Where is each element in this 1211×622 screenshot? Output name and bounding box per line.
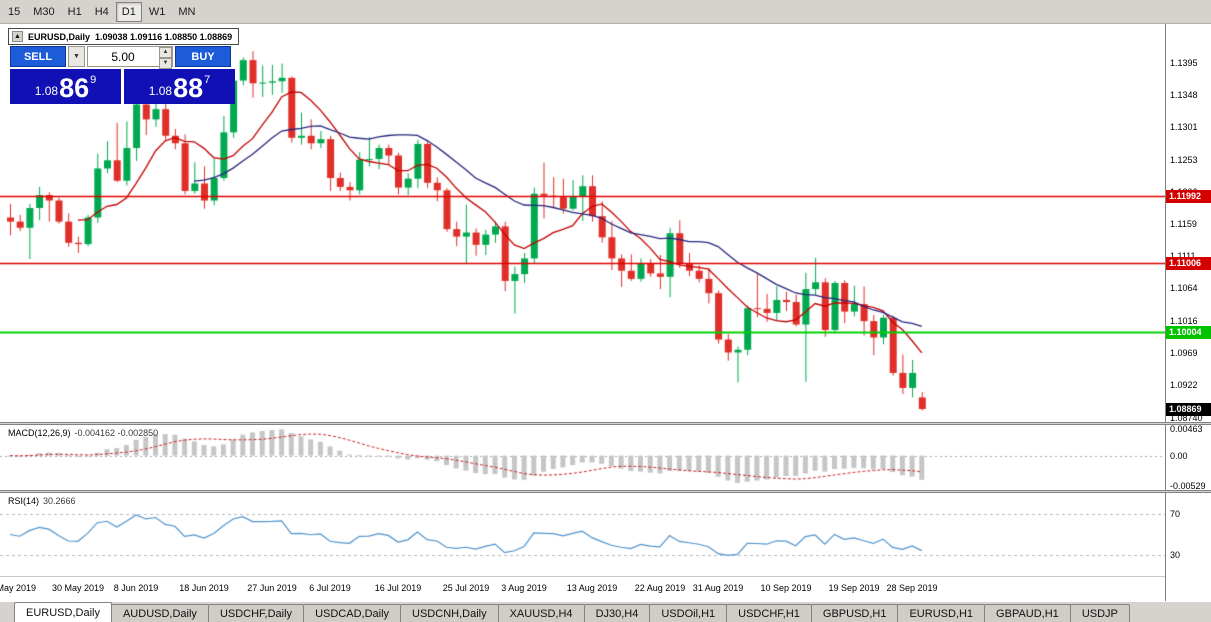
chart-tab-usdcnh-daily[interactable]: USDCNH,Daily [400,604,499,622]
one-click-order-row: SELL ▼ ▲ ▼ BUY [10,46,236,69]
price-axis-label: 1.0922 [1170,380,1198,390]
volume-field: ▲ ▼ [87,46,173,69]
period-button-15[interactable]: 15 [2,2,26,22]
buy-price-prefix: 1.08 [148,84,173,98]
rsi-indicator-canvas[interactable] [0,493,1165,576]
date-label: 31 Aug 2019 [692,583,744,593]
period-button-M30[interactable]: M30 [27,2,60,22]
price-axis-label: 0.00 [1170,451,1188,461]
macd-rsi-splitter[interactable] [0,490,1211,493]
chart-tab-xauusd-h4[interactable]: XAUUSD,H4 [497,604,585,622]
chart-ohlc-values: 1.09038 1.09116 1.08850 1.08869 [95,31,233,42]
date-label: 28 Sep 2019 [886,583,938,593]
date-label: 16 Jul 2019 [374,583,422,593]
chart-tab-eurusd-daily[interactable]: EURUSD,Daily [14,602,112,622]
buy-price-display[interactable]: 1.08 88 7 [124,69,235,104]
sell-price-big: 86 [59,73,90,103]
chart-tab-bar: EURUSD,Daily AUDUSD,Daily USDCHF,Daily USDC… [0,601,1211,622]
buy-button[interactable]: BUY [175,46,231,67]
price-axis-badge: 1.08869 [1166,403,1211,416]
buy-price-pip: 7 [204,74,211,86]
period-button-D1[interactable]: D1 [115,1,142,22]
chart-window: ▲ EURUSD,Daily 1.09038 1.09116 1.08850 1… [0,24,1211,601]
period-button-W1[interactable]: W1 [143,2,172,22]
price-axis-label: 1.1111 [1170,251,1196,261]
macd-indicator-label: MACD(12,26,9) -0.004162 -0.002850 [8,428,158,438]
volume-dropdown-button[interactable]: ▼ [68,46,85,67]
macd-name: MACD(12,26,9) [8,428,71,438]
price-axis-label: 1.08740 [1170,413,1203,423]
price-axis-badge: 1.10004 [1166,326,1211,339]
price-axis-badge: 1.11006 [1166,257,1211,270]
chart-tab-usdcad-daily[interactable]: USDCAD,Daily [303,604,402,622]
one-click-trading-panel: SELL ▼ ▲ ▼ BUY 1.08 86 9 1.0 [10,46,236,104]
price-axis-label: 1.1016 [1170,316,1198,326]
timeframe-toolbar: 15 M30 H1 H4 D1 W1 MN [0,0,1211,24]
period-button-MN[interactable]: MN [172,2,201,22]
period-button-H1[interactable]: H1 [62,2,88,22]
price-axis-label: 1.1348 [1170,90,1198,100]
date-label: 19 Sep 2019 [828,583,880,593]
volume-input[interactable] [88,47,158,66]
chart-tab-usdchf-daily[interactable]: USDCHF,Daily [207,604,305,622]
sell-price-pip: 9 [90,74,97,86]
date-label: 25 Jul 2019 [442,583,490,593]
rsi-indicator-label: RSI(14) 30.2666 [8,496,76,506]
price-axis-label: 1.1301 [1170,122,1198,132]
date-label: 13 Aug 2019 [566,583,618,593]
date-label: 30 May 2019 [51,583,105,593]
price-axis-label: 30 [1170,550,1181,560]
volume-decrease-button[interactable]: ▼ [159,58,172,69]
chart-macd-splitter[interactable] [0,422,1211,425]
date-label: 21 May 2019 [0,583,37,593]
volume-increase-button[interactable]: ▲ [159,47,172,58]
macd-indicator-canvas[interactable] [0,425,1165,490]
chart-tab-eurusd-h1[interactable]: EURUSD,H1 [897,604,986,622]
chart-tab-usdchf-h1[interactable]: USDCHF,H1 [726,604,812,622]
one-click-price-row: 1.08 86 9 1.08 88 7 [10,69,236,104]
buy-price-big: 88 [173,73,204,103]
price-axis-label: 1.1064 [1170,283,1198,293]
volume-spinner: ▲ ▼ [159,47,172,69]
chevron-down-icon: ▼ [73,53,80,60]
rsi-name: RSI(14) [8,496,40,506]
chart-tab-usdjp[interactable]: USDJP [1069,604,1130,622]
chart-tab-audusd-daily[interactable]: AUDUSD,Daily [110,604,209,622]
price-axis-label: -0.00529 [1170,481,1206,491]
price-axis-badge: 1.11992 [1166,190,1211,203]
chart-tab-gbpaud-h1[interactable]: GBPAUD,H1 [984,604,1071,622]
chart-symbol-header: ▲ EURUSD,Daily 1.09038 1.09116 1.08850 1… [8,28,240,45]
rsi-value: 30.2666 [43,496,76,506]
date-label: 8 Jun 2019 [113,583,159,593]
price-axis-label: 1.1395 [1170,58,1198,68]
date-label: 10 Sep 2019 [760,583,812,593]
sell-price-display[interactable]: 1.08 86 9 [10,69,121,104]
chart-tab-dj30-h4[interactable]: DJ30,H4 [583,604,651,622]
time-axis: 21 May 2019 30 May 2019 8 Jun 2019 18 Jun 2… [0,576,1165,601]
date-label: 22 Aug 2019 [634,583,686,593]
price-axis-label: 1.1253 [1170,155,1198,165]
one-click-toggle-icon[interactable]: ▲ [12,31,23,42]
sell-price-prefix: 1.08 [34,84,59,98]
price-axis-label: 0.00463 [1170,424,1203,434]
price-axis-label: 1.0969 [1170,348,1198,358]
macd-values: -0.004162 -0.002850 [74,428,159,438]
date-label: 27 Jun 2019 [247,583,297,593]
price-axis-label: 1.1159 [1170,219,1197,229]
price-axis-label: 70 [1170,509,1181,519]
price-axis: 1.13951.13481.13011.12531.12061.11591.11… [1165,24,1211,601]
date-label: 3 Aug 2019 [501,583,547,593]
period-button-H4[interactable]: H4 [89,2,115,22]
sell-button[interactable]: SELL [10,46,66,67]
chart-symbol-label: EURUSD,Daily [28,31,91,42]
date-label: 6 Jul 2019 [309,583,351,593]
chart-tab-usdoil-h1[interactable]: USDOil,H1 [649,604,728,622]
chart-tab-gbpusd-h1[interactable]: GBPUSD,H1 [810,604,899,622]
date-label: 18 Jun 2019 [179,583,229,593]
